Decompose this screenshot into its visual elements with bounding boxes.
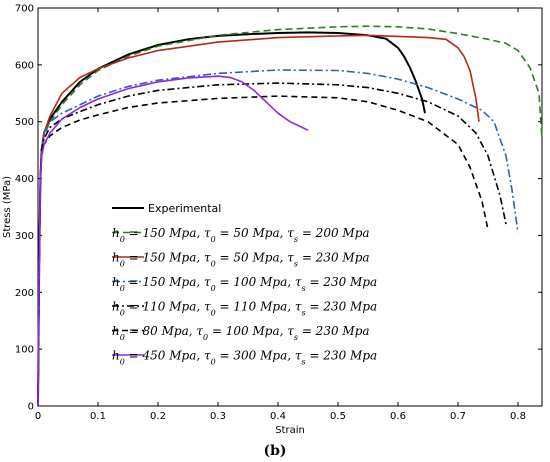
x-tick-label: 0: [35, 411, 41, 422]
series-layer: [37, 25, 543, 407]
legend-label-2: h0 = 150 Mpa, τ0 = 50 Mpa, τs = 230 Mpa: [112, 251, 370, 269]
figure-caption: (b): [263, 443, 286, 459]
y-tick-label: 600: [15, 60, 34, 71]
series-line-6: [37, 75, 309, 407]
x-tick-label: 0.1: [90, 411, 106, 422]
y-tick-label: 0: [28, 402, 34, 413]
legend-label-4: h0 = 110 Mpa, τ0 = 110 Mpa, τs = 230 Mpa: [112, 300, 377, 318]
legend: Experimental h0 = 150 Mpa, τ0 = 50 Mpa, τ…: [112, 202, 377, 366]
x-tick-label: 0.6: [390, 411, 406, 422]
y-tick-label: 300: [15, 231, 34, 242]
y-tick-label: 200: [15, 288, 34, 299]
axis-ticks: 0 0.1 0.2 0.3 0.4 0.5 0.6 0.7 0.8 0 100 200 300 400 50…: [15, 4, 542, 422]
x-axis-label: Strain: [275, 425, 305, 436]
y-axis-label: Stress (MPa): [2, 176, 13, 238]
y-tick-label: 700: [15, 4, 34, 15]
x-tick-label: 0.3: [210, 411, 226, 422]
series-line-3: [37, 69, 519, 407]
legend-label-1: h0 = 150 Mpa, τ0 = 50 Mpa, τs = 200 Mpa: [112, 226, 370, 244]
x-tick-label: 0.7: [450, 411, 466, 422]
legend-label-5: h0 = 80 Mpa, τ0 = 100 Mpa, τs = 230 Mpa: [112, 324, 370, 342]
y-tick-label: 100: [15, 345, 34, 356]
series-line-4: [37, 82, 507, 407]
legend-label-3: h0 = 150 Mpa, τ0 = 100 Mpa, τs = 230 Mpa: [112, 275, 377, 293]
x-tick-label: 0.4: [270, 411, 286, 422]
legend-label-0: Experimental: [148, 202, 221, 215]
x-tick-label: 0.5: [330, 411, 346, 422]
y-tick-label: 500: [15, 117, 34, 128]
x-tick-label: 0.8: [510, 411, 526, 422]
plot-frame: [37, 7, 543, 407]
y-tick-label: 400: [15, 174, 34, 185]
x-tick-label: 0.2: [150, 411, 166, 422]
legend-label-6: h0 = 450 Mpa, τ0 = 300 Mpa, τs = 230 Mpa: [112, 349, 377, 367]
